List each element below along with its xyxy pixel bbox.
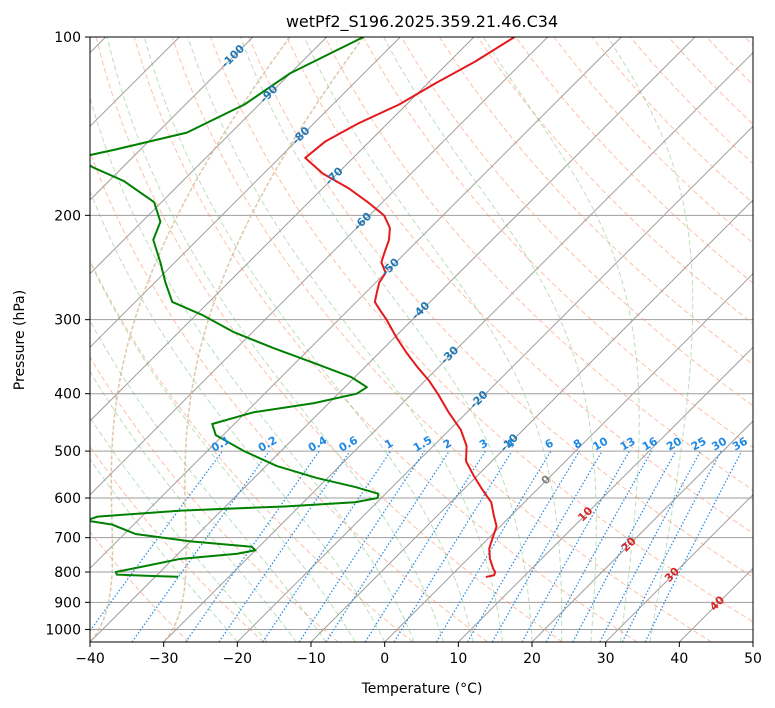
mixing-ratio-line: [393, 450, 513, 642]
x-tick-label: −20: [223, 651, 253, 667]
plot-frame: [89, 36, 754, 643]
mixing-ratio-line: [262, 450, 392, 642]
y-tick-label: 800: [54, 565, 81, 581]
dry-adiabat-line: [210, 37, 753, 623]
dry-adiabat-line: [90, 150, 488, 642]
x-axis-label: Temperature (°C): [361, 681, 483, 697]
dewpoint-line: [90, 37, 380, 578]
x-axis: −40 −30 −20 −10 0 10 20 30 40 50: [75, 642, 762, 667]
isotherm-line: [605, 493, 753, 642]
temperature-line: [304, 37, 516, 578]
mixing-ratio-line: [131, 450, 270, 642]
chart-title: wetPf2_S196.2025.359.21.46.C34: [286, 12, 558, 32]
x-tick-label: 10: [449, 651, 467, 667]
moist-adiabat-line: [239, 37, 533, 642]
isotherm-line: [90, 37, 622, 570]
y-tick-label: 900: [54, 595, 81, 611]
data-series: [90, 37, 516, 578]
mixing-ratio-line: [325, 450, 450, 642]
moist-adiabat-line: [482, 37, 640, 642]
wetbulb-curve: [163, 37, 365, 642]
y-tick-label: 400: [54, 387, 81, 403]
mixing-ratio-line: [90, 450, 223, 632]
moist-adiabat-line: [607, 37, 694, 642]
y-tick-label: 600: [54, 491, 81, 507]
isotherm-line: [90, 37, 254, 201]
isotherm-line: [531, 420, 753, 642]
moist-adiabat-line: [143, 37, 474, 642]
x-tick-label: 40: [670, 651, 688, 667]
x-tick-label: 0: [380, 651, 389, 667]
y-tick-label: 700: [54, 531, 81, 547]
mixing-ratio-line: [545, 450, 653, 642]
y-tick-label: 200: [54, 208, 81, 224]
mixing-ratio-line: [572, 450, 677, 642]
x-tick-label: −40: [75, 651, 105, 667]
y-axis: 100 200 300 400 500 600 700 800 900 1000: [45, 30, 90, 638]
x-tick-label: 30: [597, 651, 615, 667]
moist-adiabat-line: [187, 37, 504, 642]
mixing-ratio-line: [185, 450, 320, 642]
mixing-ratio-line: [364, 450, 486, 642]
mixing-ratio-line: [644, 450, 743, 642]
mixing-ratio-line: [435, 450, 552, 642]
dry-adiabat-line: [90, 531, 190, 642]
isotherm-line: [457, 346, 753, 642]
isotherm-line: [90, 37, 549, 496]
dry-adiabat-line: [90, 356, 339, 642]
background-lines: [90, 37, 753, 642]
y-tick-label: 500: [54, 444, 81, 460]
mixing-ratio-line: [621, 450, 722, 642]
isotherm-line: [90, 37, 475, 422]
moist-adiabat-line: [303, 37, 563, 642]
isotherm-line: [90, 37, 401, 349]
dry-adiabat-line: [133, 37, 638, 642]
x-tick-label: −10: [296, 651, 326, 667]
mixing-ratio-line: [218, 450, 351, 642]
isotherm-line: [163, 51, 753, 642]
dry-adiabat-line: [324, 37, 753, 491]
x-tick-label: 50: [744, 651, 762, 667]
mixing-ratio-line: [599, 450, 702, 642]
isotherm-line: [90, 37, 328, 275]
y-tick-label: 300: [54, 313, 81, 329]
y-axis-label: Pressure (hPa): [12, 290, 28, 390]
moist-adiabat-line: [383, 37, 597, 642]
dry-adiabat-line: [515, 37, 753, 284]
moist-adiabat-line: [106, 37, 445, 642]
moist-adiabat-line: [90, 189, 386, 642]
dry-adiabat-line: [90, 259, 414, 642]
dry-adiabat-line: [400, 37, 753, 407]
moist-adiabat-line: [90, 319, 327, 642]
moist-adiabat-line: [90, 260, 356, 642]
mixing-ratio-line: [521, 450, 631, 642]
isotherm-line: [236, 125, 753, 642]
moist-adiabat-line: [90, 416, 268, 642]
x-tick-label: 20: [523, 651, 541, 667]
dry-adiabat-line: [90, 445, 264, 642]
x-tick-label: −30: [149, 651, 179, 667]
moist-adiabat-line: [90, 458, 238, 642]
isotherm-line: [384, 272, 753, 642]
wetbulb-curve: [90, 37, 291, 642]
dry-adiabat-line: [171, 37, 712, 642]
y-tick-label: 1000: [45, 622, 81, 638]
mixing-ratio-line: [298, 450, 425, 642]
dry-adiabat-line: [95, 37, 563, 642]
y-tick-label: 100: [54, 30, 81, 46]
dry-adiabat-line: [248, 37, 753, 578]
dry-adiabat-line: [439, 37, 753, 366]
